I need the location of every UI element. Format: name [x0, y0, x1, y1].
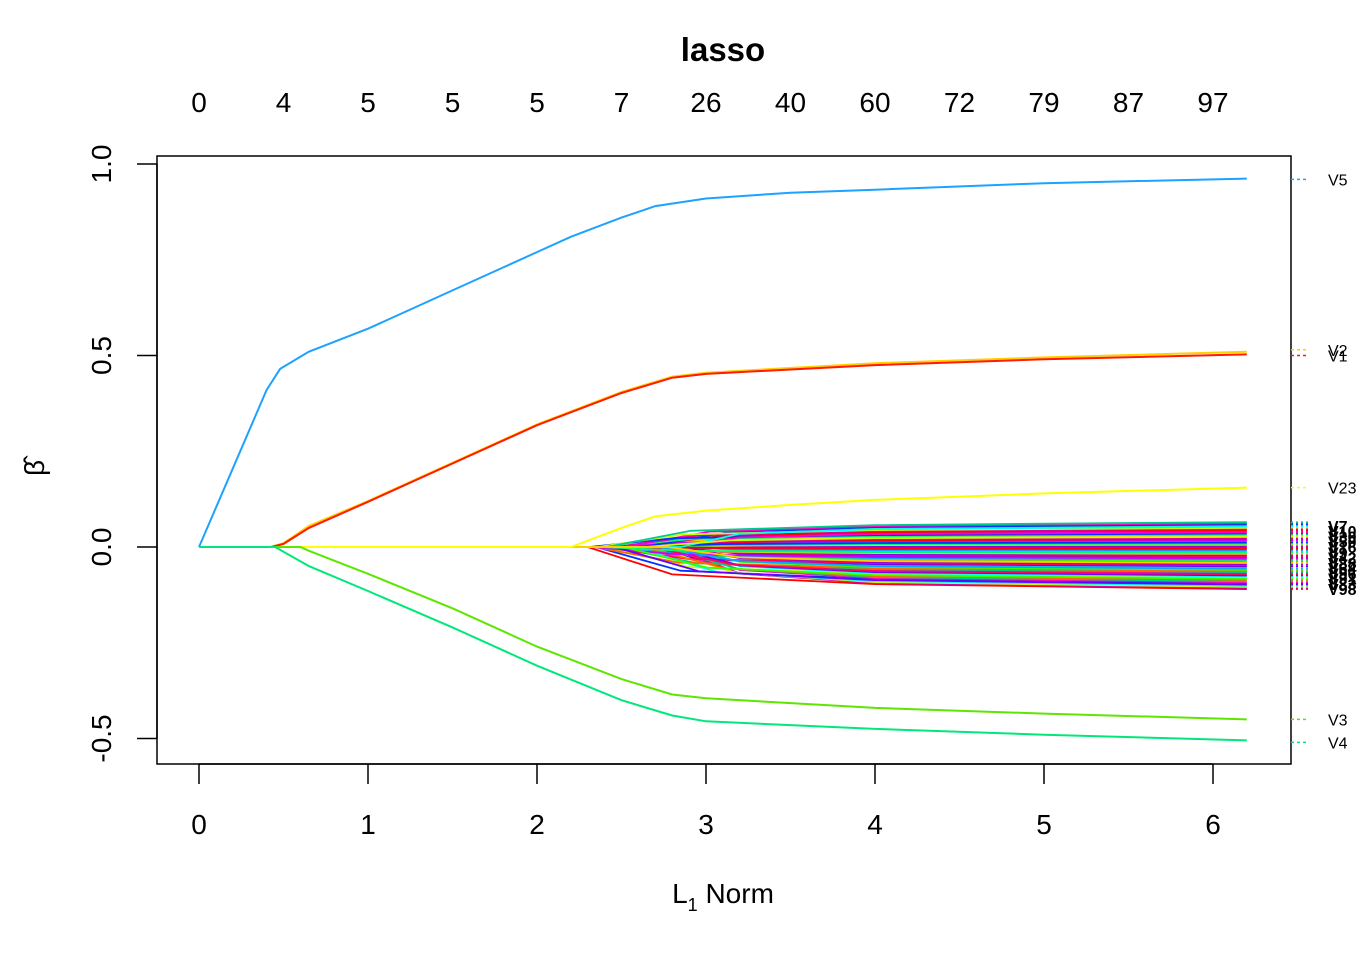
y-axis-label-text: β̂ — [19, 455, 50, 476]
series-end-label: V1 — [1328, 349, 1348, 366]
series-end-label: V91 — [1328, 572, 1357, 589]
series-end-label: V64 — [1328, 561, 1357, 578]
coefficient-path-line — [199, 350, 1247, 548]
x-tick-label: 1 — [360, 809, 376, 840]
y-tick-label: 0.0 — [86, 528, 117, 567]
y-axis-label: β̂ — [19, 455, 50, 476]
series-end-label: V88 — [1328, 556, 1357, 573]
top-tick-label: 5 — [360, 87, 376, 118]
series-end-label: V23 — [1328, 481, 1357, 498]
x-tick-label: 2 — [529, 809, 545, 840]
plot-frame — [156, 155, 1292, 765]
series-lines — [198, 177, 1247, 742]
coefficient-path-line — [199, 546, 1247, 721]
top-tick-label: 26 — [690, 87, 721, 118]
top-tick-label: 97 — [1197, 87, 1228, 118]
y-axis: -0.5 0.0 0.5 1.0 — [86, 145, 158, 763]
x-tick-label: 6 — [1205, 809, 1221, 840]
top-tick-label: 7 — [614, 87, 630, 118]
y-tick-label: 1.0 — [86, 145, 117, 184]
series-end-label: V3 — [1328, 712, 1348, 729]
series-end-label: V50 — [1328, 535, 1357, 552]
series-end-label: V2 — [1328, 343, 1348, 360]
top-tick-label: 0 — [191, 87, 207, 118]
top-tick-label: 40 — [775, 87, 806, 118]
top-tick-label: 72 — [944, 87, 975, 118]
coefficient-path-line — [198, 177, 1247, 548]
y-tick-group: 0.0 — [86, 528, 117, 567]
y-tick-label: 0.5 — [86, 336, 117, 375]
x-tick-label: 4 — [867, 809, 883, 840]
top-tick-label: 5 — [529, 87, 545, 118]
x-axis: 0 1 2 3 4 5 6 — [191, 763, 1221, 840]
series-end-label: V5 — [1328, 172, 1348, 189]
series-end-label: V96 — [1328, 566, 1357, 583]
top-tick-label: 60 — [859, 87, 890, 118]
coefficient-path-line — [199, 546, 1247, 742]
y-tick-group: 0.5 — [86, 336, 117, 375]
y-tick-group: -0.5 — [86, 714, 117, 762]
series-end-label: V10 — [1328, 524, 1357, 541]
coefficient-path-line — [199, 353, 1247, 548]
series-end-label: V83 — [1328, 577, 1357, 594]
series-end-label: V7 — [1328, 519, 1348, 536]
top-tick-label: 79 — [1028, 87, 1059, 118]
top-axis-ticks: 0 4 5 5 5 7 26 40 60 72 79 87 97 — [191, 87, 1228, 118]
x-tick-label: 3 — [698, 809, 714, 840]
series-end-label: V4 — [1328, 735, 1348, 752]
series-end-label: V16 — [1328, 540, 1357, 557]
top-tick-label: 5 — [445, 87, 461, 118]
y-tick-label: -0.5 — [86, 714, 117, 762]
top-tick-label: 4 — [276, 87, 292, 118]
series-end-label: V30 — [1328, 529, 1357, 546]
x-tick-label: 0 — [191, 809, 207, 840]
chart-title: lasso — [681, 31, 765, 68]
x-axis-label: L1 Norm — [672, 878, 774, 915]
x-tick-label: 5 — [1036, 809, 1052, 840]
series-end-label: V42 — [1328, 551, 1357, 568]
y-tick-group: 1.0 — [86, 145, 117, 184]
top-tick-label: 87 — [1113, 87, 1144, 118]
series-end-label: V9 — [1328, 545, 1348, 562]
series-end-label: V98 — [1328, 582, 1357, 599]
coefficient-path-line — [199, 486, 1247, 548]
